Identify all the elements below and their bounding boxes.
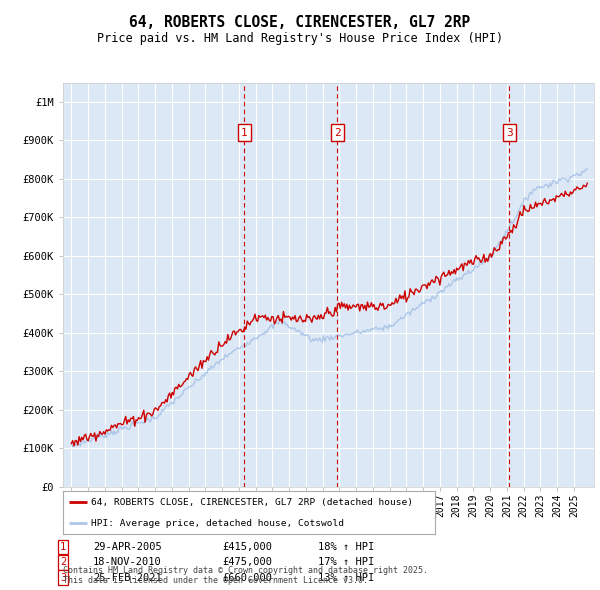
Text: 17% ↑ HPI: 17% ↑ HPI: [318, 558, 374, 567]
Text: Price paid vs. HM Land Registry's House Price Index (HPI): Price paid vs. HM Land Registry's House …: [97, 32, 503, 45]
Text: 18% ↑ HPI: 18% ↑ HPI: [318, 542, 374, 552]
Text: 2: 2: [60, 558, 66, 567]
Text: 25-FEB-2021: 25-FEB-2021: [93, 573, 162, 582]
Text: HPI: Average price, detached house, Cotswold: HPI: Average price, detached house, Cots…: [91, 519, 344, 528]
Text: 64, ROBERTS CLOSE, CIRENCESTER, GL7 2RP: 64, ROBERTS CLOSE, CIRENCESTER, GL7 2RP: [130, 15, 470, 30]
Text: 1: 1: [60, 542, 66, 552]
Text: 1: 1: [241, 127, 248, 137]
Text: £660,000: £660,000: [222, 573, 272, 582]
Text: 64, ROBERTS CLOSE, CIRENCESTER, GL7 2RP (detached house): 64, ROBERTS CLOSE, CIRENCESTER, GL7 2RP …: [91, 497, 413, 507]
Text: Contains HM Land Registry data © Crown copyright and database right 2025.
This d: Contains HM Land Registry data © Crown c…: [63, 566, 428, 585]
Text: 13% ↑ HPI: 13% ↑ HPI: [318, 573, 374, 582]
Text: 18-NOV-2010: 18-NOV-2010: [93, 558, 162, 567]
Text: 29-APR-2005: 29-APR-2005: [93, 542, 162, 552]
Text: £475,000: £475,000: [222, 558, 272, 567]
Text: £415,000: £415,000: [222, 542, 272, 552]
Text: 2: 2: [334, 127, 341, 137]
Text: 3: 3: [506, 127, 513, 137]
Text: 3: 3: [60, 573, 66, 582]
